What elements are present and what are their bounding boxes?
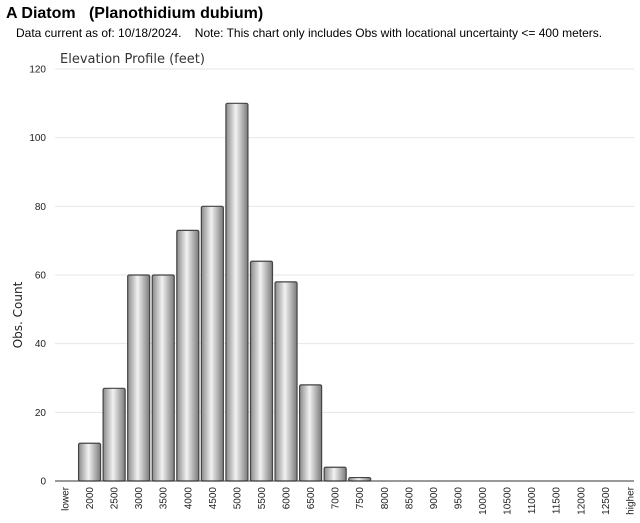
x-tick-label: 2500 bbox=[110, 487, 121, 510]
x-tick-label: 6000 bbox=[282, 487, 293, 510]
x-tick-label: 3500 bbox=[159, 487, 170, 510]
x-tick-label: 11000 bbox=[527, 487, 538, 515]
x-tick-label: 3000 bbox=[134, 487, 145, 510]
x-tick-label: 10500 bbox=[503, 487, 514, 515]
y-tick-label: 100 bbox=[29, 133, 46, 144]
bar-6500 bbox=[299, 384, 323, 482]
x-tick-label: 7000 bbox=[331, 487, 342, 510]
x-tick-label: 6500 bbox=[306, 487, 317, 510]
x-tick-label: 10000 bbox=[478, 487, 489, 515]
bar-7000 bbox=[323, 466, 347, 482]
bar-6000 bbox=[274, 281, 298, 482]
x-tick-label: 12500 bbox=[601, 487, 612, 515]
x-tick-label: 4500 bbox=[208, 487, 219, 510]
bar-5500 bbox=[249, 260, 274, 482]
y-tick-label: 80 bbox=[35, 202, 47, 213]
bar-4500 bbox=[200, 205, 224, 482]
x-tick-label: 2000 bbox=[85, 487, 96, 510]
y-tick-label: 20 bbox=[35, 408, 47, 419]
page-subtitle: Data current as of: 10/18/2024. Note: Th… bbox=[16, 26, 603, 40]
y-tick-label: 40 bbox=[35, 339, 47, 350]
x-tick-label: 5500 bbox=[257, 487, 268, 510]
x-tick-label: 8500 bbox=[404, 487, 415, 510]
x-tick-label: 11500 bbox=[552, 487, 563, 515]
bar-2500 bbox=[102, 387, 126, 482]
x-tick-label: higher bbox=[625, 486, 636, 514]
bar-2000 bbox=[77, 442, 102, 482]
y-tick-label: 0 bbox=[40, 477, 46, 488]
chart-title: Elevation Profile (feet) bbox=[60, 52, 205, 67]
bar-4000 bbox=[176, 229, 200, 482]
x-tick-label: lower bbox=[61, 486, 72, 511]
y-tick-label: 60 bbox=[35, 271, 47, 282]
x-tick-label: 7500 bbox=[355, 487, 366, 510]
x-tick-label: 9000 bbox=[429, 487, 440, 510]
bar-3000 bbox=[127, 274, 151, 482]
bar-3500 bbox=[151, 274, 175, 482]
page-title: A Diatom (Planothidium dubium) bbox=[6, 5, 264, 22]
x-tick-label: 8000 bbox=[380, 487, 391, 510]
y-tick-label: 120 bbox=[29, 65, 46, 76]
x-tick-label: 5000 bbox=[232, 487, 243, 510]
x-tick-label: 9500 bbox=[453, 487, 464, 510]
x-tick-label: 4000 bbox=[183, 487, 194, 510]
bar-7500 bbox=[348, 476, 372, 482]
y-axis-label: Obs. Count bbox=[11, 281, 25, 348]
x-tick-label: 12000 bbox=[576, 487, 587, 515]
bar-5000 bbox=[225, 102, 249, 482]
